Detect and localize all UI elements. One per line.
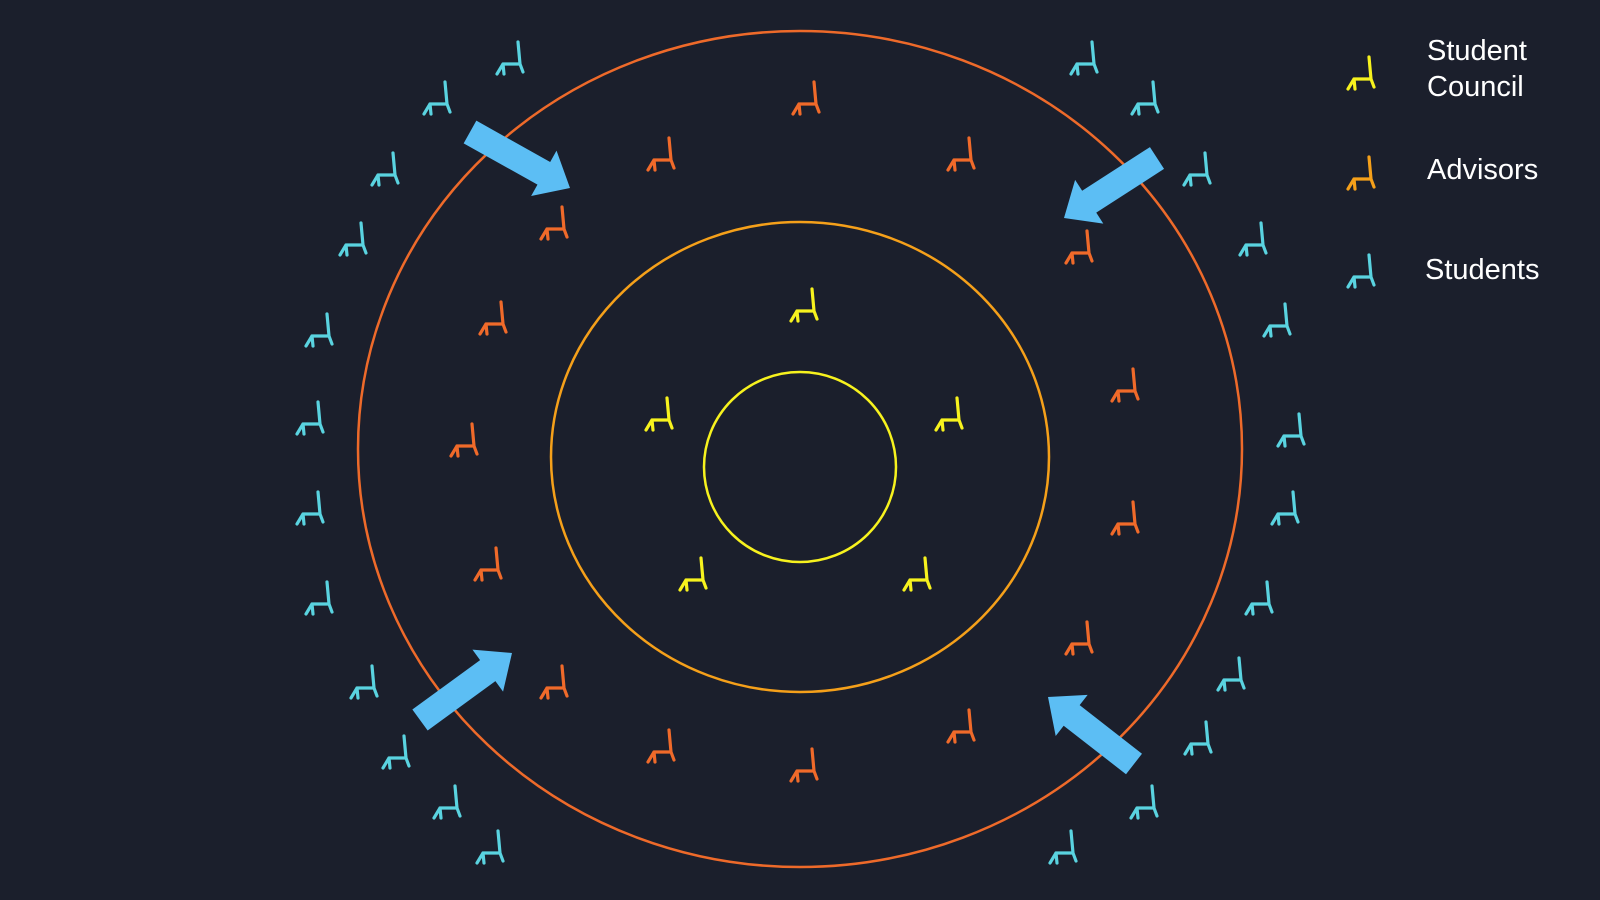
advisor-chair-icon bbox=[1110, 367, 1140, 403]
advisor-chair-icon bbox=[1064, 229, 1094, 265]
arrow-icon bbox=[463, 120, 570, 197]
legend-students-chair-icon bbox=[1346, 253, 1376, 289]
student-chair-icon bbox=[422, 80, 452, 116]
student-chair-icon bbox=[475, 829, 505, 865]
student-chair-icon bbox=[304, 312, 334, 348]
student-chair-icon bbox=[432, 784, 462, 820]
student-chair-icon bbox=[304, 580, 334, 616]
legend-label-advisors: Advisors bbox=[1427, 154, 1539, 186]
legend-advisors-chair-icon bbox=[1346, 155, 1376, 191]
student-chair-icon bbox=[1048, 829, 1078, 865]
chairs-group bbox=[295, 40, 1306, 865]
student-chair-icon bbox=[338, 221, 368, 257]
student-council-chair-icon bbox=[902, 556, 932, 592]
arrow-icon bbox=[412, 649, 513, 731]
middle-ring bbox=[549, 220, 1051, 694]
outer-ring bbox=[356, 29, 1244, 869]
advisor-chair-icon bbox=[1110, 500, 1140, 536]
student-chair-icon bbox=[349, 664, 379, 700]
legend-label-student-council: Student Council bbox=[1427, 35, 1527, 103]
advisor-chair-icon bbox=[1064, 620, 1094, 656]
student-council-chair-icon bbox=[644, 396, 674, 432]
advisor-chair-icon bbox=[789, 747, 819, 783]
student-chair-icon bbox=[1183, 720, 1213, 756]
legend-student-council-chair-icon bbox=[1346, 55, 1376, 91]
student-chair-icon bbox=[295, 490, 325, 526]
student-chair-icon bbox=[1182, 151, 1212, 187]
student-chair-icon bbox=[381, 734, 411, 770]
inner-ring bbox=[702, 370, 898, 564]
student-chair-icon bbox=[1244, 580, 1274, 616]
student-council-chair-icon bbox=[678, 556, 708, 592]
advisor-chair-icon bbox=[946, 136, 976, 172]
advisor-chair-icon bbox=[539, 205, 569, 241]
arrows-group bbox=[412, 120, 1165, 775]
student-chair-icon bbox=[1130, 80, 1160, 116]
arrow-icon bbox=[1063, 147, 1165, 224]
advisor-chair-icon bbox=[473, 546, 503, 582]
legend-icons-group bbox=[1346, 55, 1376, 289]
student-chair-icon bbox=[370, 151, 400, 187]
advisor-chair-icon bbox=[646, 136, 676, 172]
student-chair-icon bbox=[1216, 656, 1246, 692]
student-chair-icon bbox=[1129, 784, 1159, 820]
student-chair-icon bbox=[1238, 221, 1268, 257]
advisor-chair-icon bbox=[946, 708, 976, 744]
student-chair-icon bbox=[1270, 490, 1300, 526]
student-council-chair-icon bbox=[934, 396, 964, 432]
legend-label-students: Students bbox=[1425, 254, 1540, 286]
advisor-chair-icon bbox=[449, 422, 479, 458]
arrow-icon bbox=[1048, 694, 1142, 775]
student-chair-icon bbox=[495, 40, 525, 76]
student-council-chair-icon bbox=[789, 287, 819, 323]
advisor-chair-icon bbox=[478, 300, 508, 336]
advisor-chair-icon bbox=[539, 664, 569, 700]
student-chair-icon bbox=[295, 400, 325, 436]
student-chair-icon bbox=[1262, 302, 1292, 338]
advisor-chair-icon bbox=[646, 728, 676, 764]
student-chair-icon bbox=[1276, 412, 1306, 448]
advisor-chair-icon bbox=[791, 80, 821, 116]
student-chair-icon bbox=[1069, 40, 1099, 76]
